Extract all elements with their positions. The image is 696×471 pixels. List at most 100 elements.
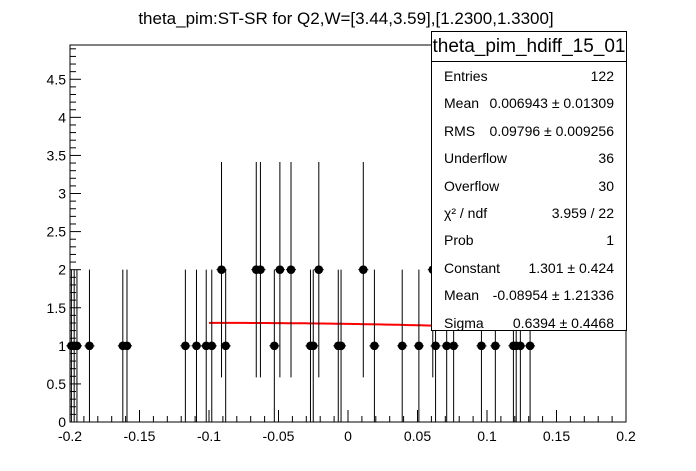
- stats-box: theta_pim_hdiff_15_01 Entries 122 Mean 0…: [431, 31, 627, 331]
- stats-key: Sigma: [444, 314, 484, 331]
- stats-row-entries: Entries 122: [432, 62, 626, 89]
- data-point: [413, 269, 424, 422]
- y-tick-label: 4: [58, 109, 66, 125]
- x-tick-label: -0.15: [124, 428, 156, 444]
- point-marker: [270, 341, 279, 351]
- y-tick-label: 3.5: [47, 147, 67, 163]
- point-marker: [181, 341, 190, 351]
- stats-value: 0.006943 ± 0.01309: [489, 95, 614, 112]
- stats-key: Underflow: [444, 150, 508, 167]
- stats-row-overflow: Overflow 30: [432, 172, 626, 199]
- point-marker: [314, 265, 324, 274]
- stats-key: Entries: [444, 68, 488, 84]
- x-tick-label: -0.1: [197, 428, 221, 444]
- point-marker: [221, 341, 230, 351]
- x-tick-label: 0.05: [404, 428, 431, 444]
- point-marker: [414, 341, 424, 351]
- data-point: [269, 269, 280, 422]
- point-marker: [370, 341, 379, 351]
- data-point: [71, 269, 82, 422]
- y-tick-label: 1.5: [47, 300, 67, 316]
- data-point: [274, 161, 285, 378]
- stats-title: theta_pim_hdiff_15_01: [432, 32, 626, 62]
- stats-value: 0.6394 ± 0.4468: [512, 314, 614, 331]
- fit-line: [209, 321, 432, 327]
- stats-row-rms: RMS 0.09796 ± 0.009256: [432, 117, 626, 144]
- stats-row-underflow: Underflow 36: [432, 144, 626, 171]
- y-tick-label: 2: [58, 262, 66, 278]
- stats-value: 36: [598, 150, 614, 167]
- point-marker: [122, 341, 132, 351]
- y-tick-label: 2.5: [47, 224, 67, 240]
- stats-key: Overflow: [444, 177, 500, 194]
- y-axis: 0.5 1 1.5 2 2.5 3 3.5 4 4.5 0: [47, 48, 81, 430]
- y-tick-label: 1: [58, 338, 66, 354]
- x-axis: -0.2 -0.15 -0.1 -0.05 0 0.05 0.1 0.15 0.2: [58, 410, 636, 444]
- stats-row-sigma: Sigma 0.6394 ± 0.4468: [432, 309, 626, 336]
- stats-row-prob: Prob 1: [432, 226, 626, 253]
- stats-row-constant: Constant 1.301 ± 0.424: [432, 254, 626, 281]
- data-point: [308, 269, 319, 422]
- y-tick-label: 4.5: [47, 71, 67, 87]
- point-marker: [336, 341, 346, 351]
- data-point: [121, 269, 132, 422]
- stats-value: 0.09796 ± 0.009256: [489, 122, 614, 139]
- stats-row-chi2: χ² / ndf 3.959 / 22: [432, 199, 626, 226]
- data-point: [180, 269, 191, 422]
- point-marker: [358, 265, 368, 274]
- stats-value: -0.08954 ± 1.21336: [492, 287, 614, 304]
- stats-value: 1: [606, 232, 614, 249]
- data-point: [369, 269, 380, 422]
- point-marker: [72, 341, 82, 351]
- y-tick-label: 0: [58, 414, 66, 430]
- stats-row-fit-mean: Mean -0.08954 ± 1.21336: [432, 281, 626, 308]
- data-point: [220, 269, 231, 422]
- data-point: [84, 269, 95, 422]
- point-marker: [192, 341, 201, 351]
- point-marker: [397, 341, 407, 351]
- data-points: [66, 161, 536, 422]
- point-marker: [256, 265, 265, 274]
- x-tick-label: 0.15: [543, 428, 570, 444]
- y-tick-label: 3: [58, 186, 66, 202]
- stats-value: 122: [590, 68, 614, 84]
- data-point: [397, 269, 408, 422]
- data-point: [206, 269, 217, 422]
- point-marker: [431, 341, 440, 351]
- data-point: [216, 161, 227, 378]
- stats-value: 30: [598, 177, 614, 194]
- point-marker: [449, 341, 458, 351]
- stats-key: RMS: [444, 122, 476, 139]
- x-tick-label: 0: [344, 428, 352, 444]
- x-tick-label: -0.2: [58, 428, 82, 444]
- point-marker: [275, 265, 285, 274]
- chart-title: theta_pim:ST-SR for Q2,W=[3.44,3.59],[1.…: [138, 9, 553, 28]
- x-tick-label: 0.2: [616, 428, 636, 444]
- y-tick-label: 0.5: [47, 376, 67, 392]
- point-marker: [516, 341, 525, 351]
- data-point: [255, 161, 266, 378]
- x-tick-label: 0.1: [477, 428, 497, 444]
- point-marker: [491, 341, 500, 351]
- data-point: [313, 161, 324, 378]
- stats-key: Mean: [444, 287, 480, 304]
- point-marker: [442, 341, 451, 351]
- point-marker: [85, 341, 94, 351]
- point-marker: [207, 341, 217, 351]
- data-point: [286, 161, 297, 378]
- data-point: [358, 161, 369, 378]
- stats-key: χ² / ndf: [444, 204, 488, 221]
- data-point: [336, 269, 347, 422]
- data-point: [191, 269, 202, 422]
- gaussian-fit-curve: [209, 321, 432, 327]
- point-marker: [217, 265, 226, 274]
- point-marker: [525, 341, 535, 351]
- point-marker: [286, 265, 296, 274]
- point-marker: [477, 341, 486, 351]
- point-marker: [308, 341, 318, 351]
- stats-key: Prob: [444, 232, 474, 249]
- stats-row-mean: Mean 0.006943 ± 0.01309: [432, 89, 626, 116]
- x-tick-label: -0.05: [263, 428, 295, 444]
- stats-key: Mean: [444, 95, 480, 112]
